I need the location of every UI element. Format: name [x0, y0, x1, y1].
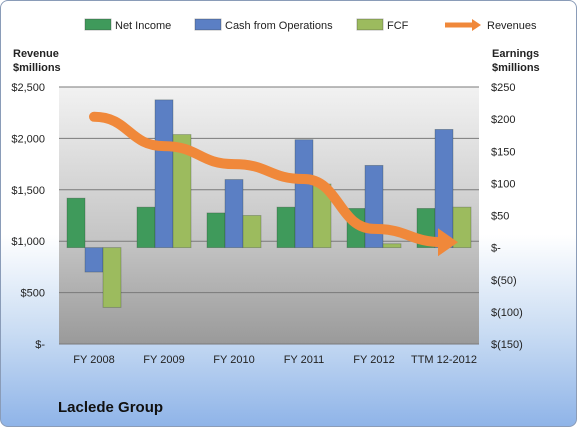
left-tick-label: $1,000 — [11, 236, 45, 248]
legend-label: FCF — [387, 20, 409, 32]
bar — [136, 206, 156, 249]
right-axis: $(150) $(100) $(50) $- $50 $100 $150 $200 $250 — [491, 82, 523, 351]
bar — [452, 206, 472, 249]
right-tick-label: $(150) — [491, 339, 523, 351]
left-tick-label: $- — [35, 339, 45, 351]
company-name: Laclede Group — [58, 399, 164, 416]
x-tick-label: FY 2009 — [143, 354, 184, 366]
legend-item: Cash from Operations — [194, 18, 333, 32]
left-axis-title-line: $millions — [13, 62, 61, 74]
left-tick-label: $2,500 — [11, 82, 45, 94]
bar — [66, 197, 86, 249]
bar — [276, 206, 296, 249]
legend-swatch — [356, 18, 384, 31]
left-tick-label: $2,000 — [11, 133, 45, 145]
bar — [206, 212, 226, 249]
x-tick-label: FY 2008 — [73, 354, 114, 366]
bar — [102, 247, 122, 308]
right-tick-label: $200 — [491, 114, 515, 126]
legend-label: Net Income — [115, 20, 171, 32]
left-axis-title: Revenue $millions — [13, 47, 61, 75]
right-tick-label: $150 — [491, 146, 515, 158]
bar — [154, 99, 174, 249]
right-tick-label: $(100) — [491, 307, 523, 319]
right-tick-label: $- — [491, 243, 501, 255]
left-tick-label: $500 — [21, 288, 45, 300]
bar — [172, 134, 192, 249]
right-axis-title: Earnings $millions — [492, 47, 540, 75]
bar — [294, 139, 314, 249]
legend-label: Revenues — [487, 20, 537, 32]
revenue-arrowhead — [438, 228, 458, 257]
right-tick-label: $(50) — [491, 275, 517, 287]
bar — [224, 179, 244, 249]
bars — [66, 99, 472, 308]
legend-label: Cash from Operations — [225, 20, 333, 32]
legend: Net Income Cash from Operations FCF Revenue… — [84, 18, 537, 32]
legend-swatch — [84, 18, 112, 31]
right-tick-label: $100 — [491, 178, 515, 190]
left-axis-title-line: Revenue — [13, 48, 59, 60]
x-tick-label: TTM 12-2012 — [411, 354, 477, 366]
legend-item: Revenues — [445, 19, 537, 32]
right-axis-title-line: Earnings — [492, 48, 540, 60]
revenue-line — [89, 111, 458, 257]
bar — [434, 129, 454, 249]
left-tick-label: $1,500 — [11, 185, 45, 197]
legend-arrowhead — [472, 19, 481, 31]
revenue-line-path — [89, 111, 449, 248]
bar — [382, 243, 402, 249]
x-axis: FY 2008 FY 2009 FY 2010 FY 2011 FY 2012 TTM 1… — [73, 354, 477, 366]
gridlines — [59, 86, 479, 345]
right-tick-label: $50 — [491, 211, 509, 223]
right-tick-label: $250 — [491, 82, 515, 94]
x-tick-label: FY 2012 — [353, 354, 394, 366]
right-axis-title-line: $millions — [492, 62, 540, 74]
x-tick-label: FY 2010 — [213, 354, 254, 366]
bar — [242, 215, 262, 249]
legend-swatch — [194, 18, 222, 31]
bar — [364, 164, 384, 249]
left-axis: $- $500 $1,000 $1,500 $2,000 $2,500 — [11, 82, 45, 351]
legend-item: Net Income — [84, 18, 171, 32]
legend-item: FCF — [356, 18, 409, 32]
x-tick-label: FY 2011 — [284, 354, 325, 366]
bar — [84, 247, 104, 273]
